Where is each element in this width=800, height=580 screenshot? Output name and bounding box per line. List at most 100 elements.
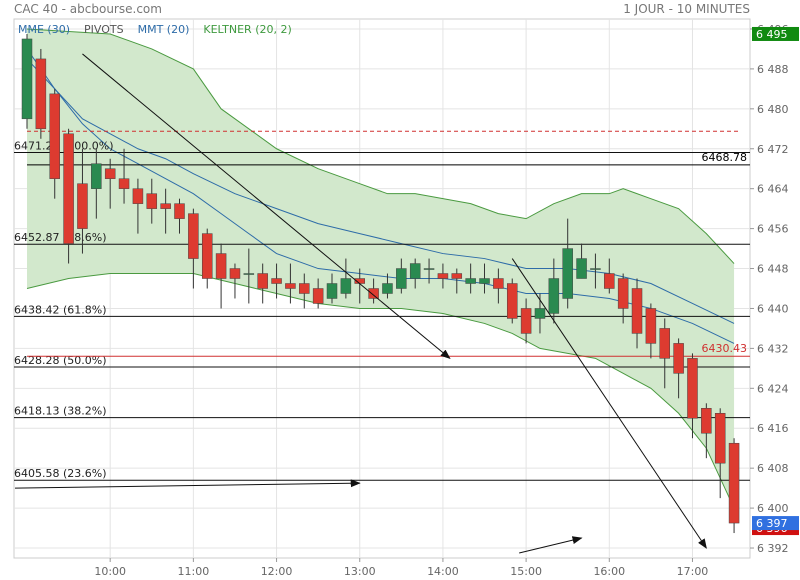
y-tick-label: 6 432 (757, 342, 789, 355)
candle-body (104, 168, 116, 179)
candle-body (437, 273, 449, 279)
candle-body (63, 133, 74, 244)
keltner-lower-line (26, 273, 735, 509)
legend-item: PIVOTS (84, 23, 124, 36)
fib-level-label: 6428.28 (50.0%) (14, 354, 107, 367)
candle-body (146, 193, 158, 209)
candle-body (617, 278, 629, 309)
trend-arrow (511, 258, 707, 549)
candle-body (728, 442, 740, 524)
candle-body (35, 58, 47, 130)
mme-30-line (26, 58, 735, 324)
legend-item: KELTNER (20, 2) (203, 23, 291, 36)
candle-body (409, 263, 421, 279)
x-tick-label: 15:00 (510, 565, 542, 578)
candle-body (312, 288, 324, 304)
x-tick-label: 17:00 (677, 565, 709, 578)
fib-level-label: 6438.42 (61.8%) (14, 303, 107, 316)
x-tick-label: 12:00 (261, 565, 293, 578)
legend-item: MME (30) (18, 23, 70, 36)
candle-body (604, 273, 615, 289)
candle-body (506, 283, 518, 319)
y-tick-label: 6 448 (757, 263, 789, 276)
y-tick-label: 6 408 (757, 462, 789, 475)
candle-body (340, 278, 352, 294)
candle-body (423, 268, 435, 270)
x-tick-label: 13:00 (344, 565, 376, 578)
candle-body (493, 278, 504, 289)
candle-body (77, 183, 88, 229)
candle-body (534, 308, 546, 319)
chart-title: CAC 40 - abcbourse.com (14, 2, 162, 16)
trend-arrow (82, 53, 451, 360)
mmt-20-line (26, 48, 735, 344)
y-tick-label: 6 424 (757, 382, 789, 395)
candle-body (160, 203, 171, 209)
candle-body (49, 93, 60, 179)
candle-body (215, 253, 227, 279)
pivot-label: 6468.78 (702, 151, 748, 164)
y-tick-label: 6 488 (757, 63, 789, 76)
candle-body (396, 268, 407, 289)
chart-timeframe: 1 JOUR - 10 MINUTES (623, 2, 750, 16)
candle-body (368, 288, 379, 299)
x-tick-label: 16:00 (593, 565, 625, 578)
y-tick-label: 6 480 (757, 103, 789, 116)
candle-body (243, 273, 255, 275)
price-marker-label: 6 397 (756, 517, 788, 530)
y-tick-label: 6 472 (757, 143, 789, 156)
candle-body (118, 178, 130, 189)
candle-body (479, 278, 490, 284)
candles (21, 33, 740, 534)
x-axis: 10:00 11:00 12:00 13:00 14:00 15:00 16:00 17:00 (94, 558, 708, 578)
y-tick-label: 6 464 (757, 183, 789, 196)
candle-body (285, 283, 296, 289)
legend-item: MMT (20) (138, 23, 190, 36)
y-tick-label: 6 400 (757, 502, 789, 515)
candle-body (576, 258, 587, 279)
fib-level-label: 6452.87 (78.6%) (14, 231, 107, 244)
candle-body (562, 248, 573, 299)
x-tick-label: 14:00 (427, 565, 459, 578)
candle-body (465, 278, 476, 284)
y-axis: 6 392 6 400 6 408 6 416 6 424 6 432 6 440 6 448… (750, 23, 789, 555)
candle-body (326, 283, 338, 299)
candle-body (382, 283, 393, 294)
keltner-upper-line (26, 28, 735, 264)
y-tick-label: 6 416 (757, 422, 789, 435)
moving-averages (26, 48, 735, 344)
legend: MME (30) PIVOTS MMT (20) KELTNER (20, 2) (18, 23, 292, 36)
y-tick-label: 6 440 (757, 302, 789, 315)
candle-body (188, 213, 199, 259)
candle-body (299, 283, 310, 294)
candle-body (645, 308, 657, 344)
candle-body (548, 278, 560, 314)
keltner-band (26, 28, 735, 509)
fib-level-label: 6418.13 (38.2%) (14, 405, 107, 418)
candle-body (451, 273, 463, 279)
candle-body (520, 308, 532, 334)
candle-body (21, 38, 33, 120)
price-marker-box (752, 516, 799, 531)
candle-body (687, 358, 698, 419)
price-marker-label: 6 495 (756, 28, 788, 41)
candle-body (701, 408, 712, 434)
price-marker-box (752, 26, 799, 41)
candle-body (590, 268, 601, 270)
candle-body (201, 233, 213, 279)
candle-body (132, 188, 144, 204)
candle-body (659, 328, 670, 359)
trend-arrows (14, 53, 707, 554)
fib-level-label: 6405.58 (23.6%) (14, 467, 107, 480)
trend-arrow (519, 536, 583, 554)
y-tick-label: 6 456 (757, 223, 789, 236)
fibonacci-levels: 6471.26 (100.0%)6452.87 (78.6%)6438.42 (… (14, 130, 750, 481)
candle-body (229, 268, 241, 279)
candle-body (174, 203, 185, 219)
pivot-label: 6430.43 (702, 342, 748, 355)
candle-body (631, 288, 643, 334)
candle-body (673, 343, 684, 374)
keltner-fill (27, 28, 735, 509)
